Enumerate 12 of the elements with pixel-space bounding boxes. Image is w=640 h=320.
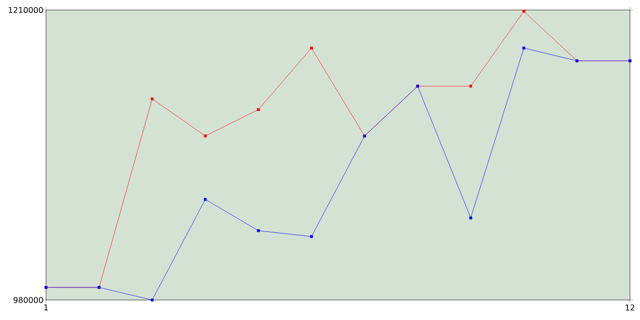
point — [256, 108, 260, 112]
point — [310, 46, 313, 50]
point — [522, 10, 526, 13]
point — [310, 235, 313, 238]
point — [204, 134, 207, 138]
point — [150, 97, 154, 100]
point — [469, 84, 472, 88]
point — [469, 216, 472, 220]
point — [522, 46, 526, 50]
point — [204, 198, 207, 201]
point — [150, 298, 154, 302]
point — [256, 229, 260, 232]
